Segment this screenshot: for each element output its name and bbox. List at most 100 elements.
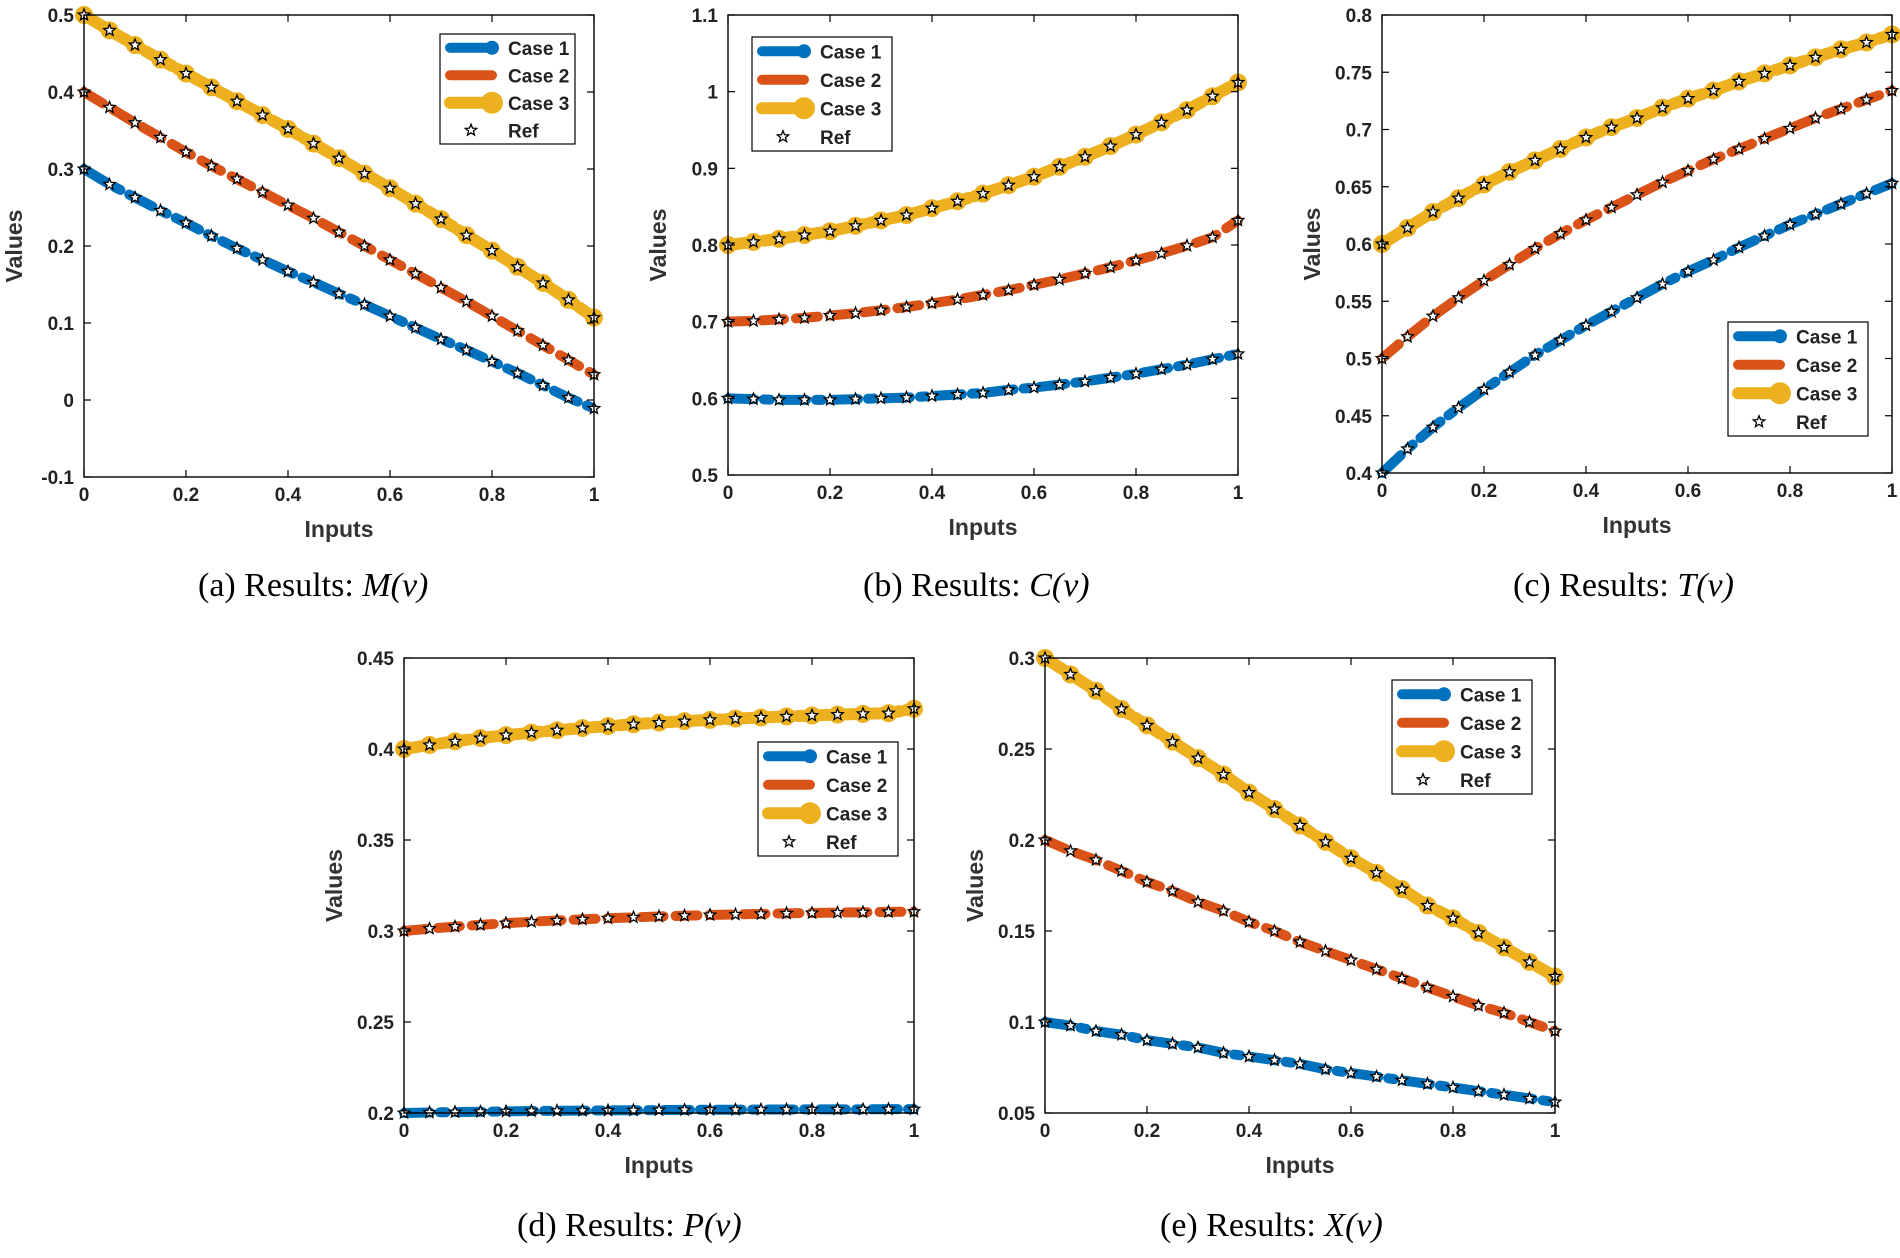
ref-marker [1451,190,1466,205]
ref-marker [575,911,590,926]
ref-marker [1165,883,1180,898]
ref-marker [102,99,117,114]
x-axis-label: Inputs [949,514,1018,540]
ref-marker [651,714,667,729]
ref-marker [127,189,143,204]
y-tick-label: 0.2 [368,1104,394,1125]
ref-marker [1476,176,1492,191]
ref-marker [1420,897,1435,912]
ref-marker [1420,979,1435,994]
ref-marker [1782,120,1798,135]
ref-marker [510,259,525,274]
ref-marker [873,390,889,405]
ref-marker [1001,177,1016,192]
ref-marker [535,275,551,290]
ref-marker [1425,204,1441,219]
ref-marker [1502,256,1517,271]
ref-marker [1655,276,1670,291]
ref-marker [1190,750,1206,765]
ref-marker [753,1101,769,1116]
legend-swatch-marker [793,97,815,120]
ref-marker [1205,351,1220,366]
x-tick-label: 0.8 [799,1121,825,1142]
y-tick-label: 0.2 [48,237,74,258]
ref-marker [1026,277,1042,292]
ref-marker [561,352,576,367]
ref-marker [1553,225,1568,240]
legend-swatch-marker [797,44,811,59]
ref-marker [484,353,500,368]
y-tick-label: 0.25 [998,740,1035,761]
ref-marker [524,913,539,929]
ref-marker [1088,682,1104,698]
legend-label: Case 2 [508,66,569,87]
legend-swatch-marker [481,91,503,114]
ref-marker [771,392,787,407]
y-tick-label: -0.1 [41,468,74,489]
legend-label: Ref [1796,413,1827,434]
ref-marker [1267,1052,1282,1067]
x-tick-label: 0.6 [1675,481,1701,502]
ref-marker [1052,376,1067,391]
ref-marker [1077,149,1093,164]
legend-swatch-ref [1415,771,1431,787]
ref-marker [830,706,845,721]
ref-marker [1190,894,1206,909]
legend-label: Case 2 [820,71,881,92]
ref-marker [561,292,576,307]
ref-marker [1655,174,1670,189]
caption-b-prefix: (b) Results: [863,567,1030,604]
legend-label: Ref [826,833,857,854]
ref-marker [1522,1014,1537,1029]
ref-marker [746,391,761,406]
legend-swatch-marker [803,749,817,764]
caption-c: (c) Results: T(v) [1513,567,1734,605]
legend-swatch-marker [1437,687,1451,702]
ref-marker [1496,1087,1512,1102]
ref-marker [524,724,539,739]
y-axis-label: Values [1299,208,1325,281]
ref-marker [408,319,423,334]
ref-marker [822,392,838,407]
ref-marker [1267,801,1282,816]
ref-marker [1179,356,1195,371]
y-tick-label: 0.7 [692,313,718,334]
y-tick-label: 0.8 [1346,6,1372,27]
legend-label: Case 1 [1460,685,1522,706]
ref-marker [1859,185,1874,200]
ref-marker [1833,41,1849,56]
ref-marker [153,129,168,144]
ref-marker [1369,1068,1384,1083]
ref-marker [1808,110,1823,125]
ref-marker [677,907,692,923]
ref-marker [728,710,743,725]
ref-marker [881,904,896,919]
ref-marker [1001,382,1016,397]
ref-marker [1394,881,1410,896]
ref-marker [1063,666,1078,681]
caption-b-function: C(v) [1029,567,1090,604]
ref-marker [677,713,692,728]
ref-marker [459,227,474,242]
ref-marker [1522,1090,1537,1105]
ref-marker [830,904,845,919]
ref-marker [1026,168,1042,184]
y-tick-label: 0.3 [1009,649,1035,670]
ref-marker [422,737,437,752]
ref-marker [975,287,991,302]
y-axis-label: Values [645,209,671,282]
ref-marker [1782,216,1798,231]
ref-marker [1052,271,1067,286]
legend-label: Case 2 [1460,714,1521,735]
ref-marker [873,302,889,317]
ref-marker [280,197,296,212]
ref-marker [1757,130,1772,145]
y-tick-label: 0.5 [1346,350,1373,371]
ref-marker [1088,1023,1104,1038]
ref-marker [1114,701,1129,716]
y-tick-label: 0.05 [998,1104,1035,1125]
ref-marker [804,707,820,722]
ref-marker [1527,347,1543,362]
x-tick-label: 0.8 [479,485,505,506]
legend: Case 1 Case 2 Case 3 Ref [1391,679,1533,795]
